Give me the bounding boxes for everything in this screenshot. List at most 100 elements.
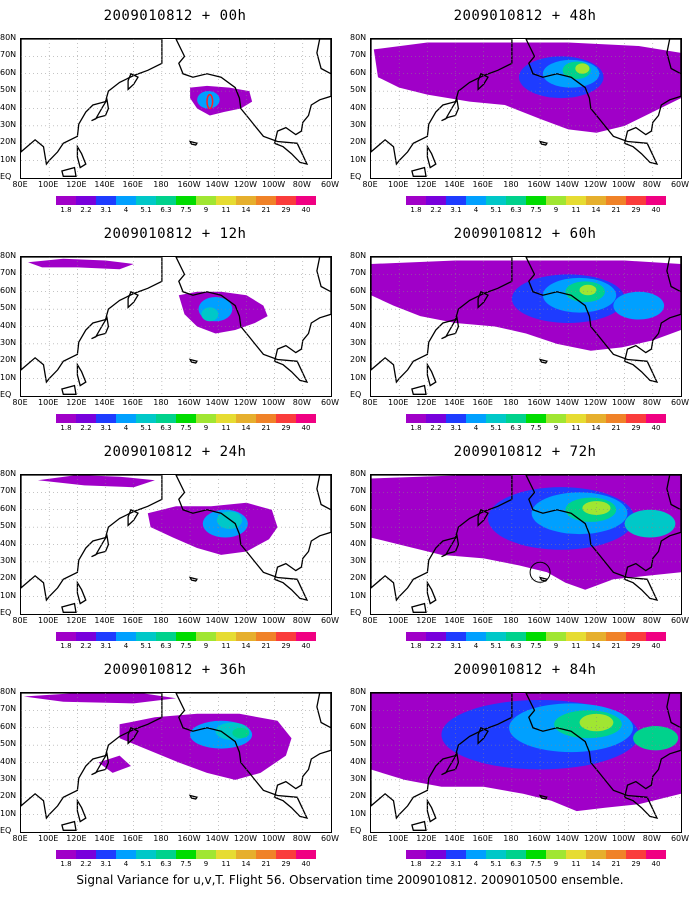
colorbar-swatch — [96, 850, 116, 859]
lon-tick-label: 60W — [670, 616, 690, 625]
colorbar-swatch — [76, 632, 96, 641]
map-84h — [370, 692, 682, 833]
colorbar-swatch — [296, 850, 316, 859]
lat-tick-label: 60N — [350, 67, 367, 77]
colorbar-tick-label: 5.1 — [490, 642, 502, 650]
coastline — [188, 576, 199, 582]
coastline — [371, 39, 513, 166]
coastline — [61, 820, 77, 831]
lat-tick-label: 40N — [350, 102, 367, 112]
colorbar-tick-label: 29 — [281, 642, 291, 650]
colorbar-tick-label: 2.2 — [80, 860, 92, 868]
colorbar — [56, 414, 316, 423]
coastline — [525, 475, 681, 602]
map-48h — [370, 38, 682, 179]
lon-tick-label: 100W — [262, 398, 286, 407]
map-plot — [371, 693, 681, 832]
colorbar-swatch — [586, 414, 606, 423]
colorbar-swatch — [426, 632, 446, 641]
colorbar-swatch — [406, 196, 426, 205]
colorbar — [406, 632, 666, 641]
lon-tick-label: 80E — [12, 616, 28, 625]
colorbar-tick-label: 11 — [571, 642, 581, 650]
coastline — [411, 384, 427, 395]
map-24h — [20, 474, 332, 615]
lat-tick-label: 40N — [0, 538, 17, 548]
lat-tick-label: 60N — [350, 503, 367, 513]
colorbar-swatch — [156, 850, 176, 859]
variance-core — [575, 63, 590, 74]
colorbar-tick-label: 9 — [203, 860, 209, 868]
lat-tick-label: 20N — [350, 137, 367, 147]
variance-region — [23, 693, 176, 704]
coastline — [316, 257, 331, 293]
lat-tick-label: 80N — [350, 687, 367, 696]
colorbar-tick-label: 40 — [301, 424, 311, 432]
lon-tick-label: 60W — [320, 398, 340, 407]
lon-tick-label: 160W — [527, 834, 551, 843]
colorbar-tick-label: 29 — [281, 860, 291, 868]
lat-tick-label: 80N — [0, 251, 17, 260]
panel-title: 2009010812 + 24h — [103, 444, 247, 460]
colorbar-tick-label: 29 — [281, 206, 291, 214]
panel-title: 2009010812 + 12h — [103, 226, 247, 242]
lon-tick-label: 120W — [583, 616, 608, 625]
colorbar-tick-label: 2.2 — [430, 206, 442, 214]
colorbar-tick-label: 9 — [553, 424, 559, 432]
colorbar-swatch — [296, 414, 316, 423]
colorbar-swatch — [566, 850, 586, 859]
colorbar-swatch — [136, 196, 156, 205]
colorbar-swatch — [426, 850, 446, 859]
lon-tick-label: 100W — [612, 616, 636, 625]
lon-tick-label: 120E — [66, 616, 87, 625]
coastline — [61, 166, 77, 177]
lat-tick-label: 10N — [350, 808, 367, 818]
lat-tick-label: 30N — [0, 119, 17, 129]
map-plot — [371, 257, 681, 396]
lat-tick-label: 80N — [0, 33, 17, 42]
colorbar-swatch — [606, 632, 626, 641]
colorbar-tick-label: 6.3 — [160, 860, 172, 868]
colorbar-swatch — [586, 850, 606, 859]
colorbar-swatch — [606, 850, 626, 859]
colorbar-tick-label: 2.2 — [430, 642, 442, 650]
colorbar-swatch — [586, 196, 606, 205]
lat-tick-label: EQ — [0, 390, 12, 399]
colorbar-swatch — [276, 850, 296, 859]
colorbar-swatch — [506, 196, 526, 205]
colorbar-swatch — [606, 196, 626, 205]
lat-tick-label: 10N — [350, 372, 367, 382]
colorbar-tick-label: 2.2 — [80, 642, 92, 650]
lon-tick-label: 100E — [388, 834, 409, 843]
colorbar-swatch — [136, 632, 156, 641]
colorbar-tick-label: 40 — [651, 642, 661, 650]
colorbar-swatch — [586, 632, 606, 641]
colorbar-swatch — [96, 414, 116, 423]
colorbar-tick-label: 9 — [203, 206, 209, 214]
coastline — [477, 72, 489, 91]
lon-tick-label: 120E — [66, 834, 87, 843]
lon-tick-label: 60W — [670, 180, 690, 189]
lon-tick-label: 180 — [153, 616, 169, 625]
colorbar-tick-label: 1.8 — [60, 642, 72, 650]
colorbar-tick-label: 7.5 — [180, 642, 192, 650]
lat-tick-label: 30N — [0, 773, 17, 783]
lat-tick-label: EQ — [350, 172, 362, 181]
coastline — [477, 290, 489, 309]
colorbar-swatch — [406, 414, 426, 423]
coastline — [666, 257, 681, 293]
lat-tick-label: 20N — [0, 137, 17, 147]
lon-tick-label: 180 — [503, 616, 519, 625]
lat-tick-label: 30N — [0, 555, 17, 565]
lat-tick-label: 40N — [350, 320, 367, 330]
coastline — [426, 144, 437, 169]
lat-tick-label: 20N — [350, 573, 367, 583]
panel-12h: 2009010812 + 12h 80N 70N 60N 50N 40N 30N 20N 10… — [0, 218, 350, 433]
coastline — [76, 144, 87, 169]
lat-tick-label: 50N — [350, 85, 367, 95]
lon-tick-label: 80W — [292, 616, 311, 625]
lat-tick-label: 10N — [0, 590, 17, 600]
colorbar-swatch — [506, 850, 526, 859]
colorbar-swatch — [196, 632, 216, 641]
lon-tick-label: 100W — [612, 834, 636, 843]
